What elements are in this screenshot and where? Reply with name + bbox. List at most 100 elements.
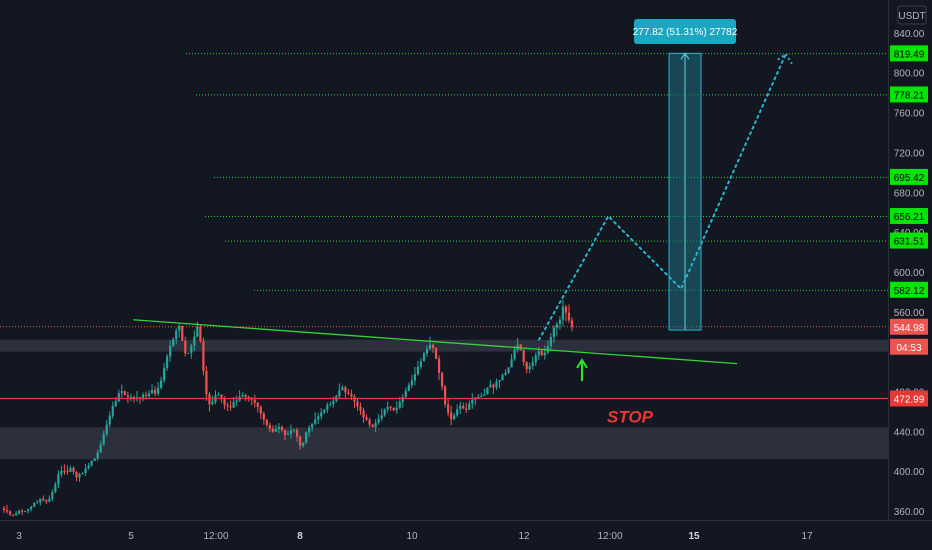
candle-body — [33, 503, 35, 507]
target-level-tag: 582.12 — [894, 286, 925, 297]
candle-body — [87, 465, 89, 468]
candle-body — [15, 513, 17, 515]
candle-body — [526, 362, 528, 369]
candle-body — [199, 327, 201, 341]
candle-body — [217, 395, 219, 396]
candle-body — [3, 508, 5, 510]
support-resistance-zone — [0, 427, 888, 459]
candle-body — [66, 471, 68, 472]
price-tick-label: 400.00 — [894, 467, 925, 478]
candle-body — [438, 359, 440, 373]
candle-body — [45, 500, 47, 502]
candle-body — [220, 395, 222, 399]
candle-body — [42, 499, 44, 500]
time-tick-label: 12:00 — [203, 531, 228, 542]
candle-body — [196, 327, 198, 337]
candle-body — [27, 509, 29, 511]
measure-label: 277.82 (51.31%) 27782 — [633, 27, 738, 38]
candle-body — [84, 468, 86, 473]
candle-body — [281, 427, 283, 430]
candle-body — [127, 395, 129, 397]
candle-body — [347, 392, 349, 393]
candle-body — [30, 507, 32, 509]
candle-body — [317, 416, 319, 419]
candle-body — [414, 374, 416, 380]
candle-body — [432, 345, 434, 348]
time-tick-label: 8 — [297, 531, 303, 542]
candle-body — [145, 395, 147, 396]
candle-body — [450, 413, 452, 420]
candle-body — [562, 307, 564, 320]
candle-body — [109, 416, 111, 425]
candle-body — [378, 419, 380, 423]
candle-body — [553, 328, 555, 337]
candle-body — [523, 350, 525, 362]
candle-body — [435, 348, 437, 359]
candle-body — [544, 353, 546, 356]
candle-body — [181, 326, 183, 341]
candle-body — [359, 407, 361, 411]
candle-body — [18, 511, 20, 513]
candle-body — [6, 510, 8, 511]
candle-body — [371, 425, 373, 427]
candle-body — [229, 406, 231, 407]
candle-body — [532, 362, 534, 366]
candle-body — [471, 400, 473, 404]
candle-body — [154, 390, 156, 393]
candle-body — [299, 437, 301, 446]
candle-body — [341, 387, 343, 390]
candle-body — [396, 408, 398, 411]
candle-body — [263, 414, 265, 420]
candle-body — [175, 331, 177, 339]
candle-body — [254, 400, 256, 403]
candle-body — [510, 359, 512, 367]
candle-body — [75, 472, 77, 477]
candle-body — [329, 404, 331, 405]
candle-body — [121, 391, 123, 393]
price-tick-label: 600.00 — [894, 268, 925, 279]
candle-body — [211, 402, 213, 404]
candle-body — [91, 461, 93, 465]
candle-body — [57, 474, 59, 484]
time-tick-label: 3 — [16, 531, 22, 542]
candle-body — [208, 394, 210, 404]
candle-body — [314, 419, 316, 423]
candle-body — [541, 351, 543, 355]
candle-body — [375, 423, 377, 427]
candle-body — [81, 473, 83, 474]
candle-body — [290, 430, 292, 434]
target-level-tag: 631.51 — [894, 237, 925, 248]
candle-body — [142, 395, 144, 398]
candle-body — [266, 420, 268, 425]
candle-body — [323, 410, 325, 413]
candle-body — [538, 351, 540, 355]
candle-body — [21, 511, 23, 512]
candle-body — [166, 357, 168, 368]
candle-body — [54, 484, 56, 491]
candle-body — [69, 468, 71, 472]
candle-body — [293, 430, 295, 431]
candle-body — [94, 458, 96, 461]
candle-body — [465, 408, 467, 409]
candle-body — [302, 443, 304, 446]
candle-body — [408, 385, 410, 391]
candle-body — [492, 385, 494, 388]
candle-body — [338, 390, 340, 396]
candle-body — [326, 405, 328, 410]
candle-body — [332, 401, 334, 404]
candle-body — [356, 401, 358, 406]
candle-body — [163, 368, 165, 380]
candle-body — [308, 428, 310, 433]
candle-body — [513, 350, 515, 359]
candle-body — [441, 373, 443, 387]
candle-body — [417, 367, 419, 374]
candle-body — [187, 353, 189, 354]
candle-body — [411, 380, 413, 385]
target-level-tag: 695.42 — [894, 173, 925, 184]
candle-body — [447, 404, 449, 412]
candle-body — [453, 415, 455, 419]
price-tick-label: 840.00 — [894, 29, 925, 40]
candle-body — [51, 492, 53, 499]
candle-body — [148, 393, 150, 396]
